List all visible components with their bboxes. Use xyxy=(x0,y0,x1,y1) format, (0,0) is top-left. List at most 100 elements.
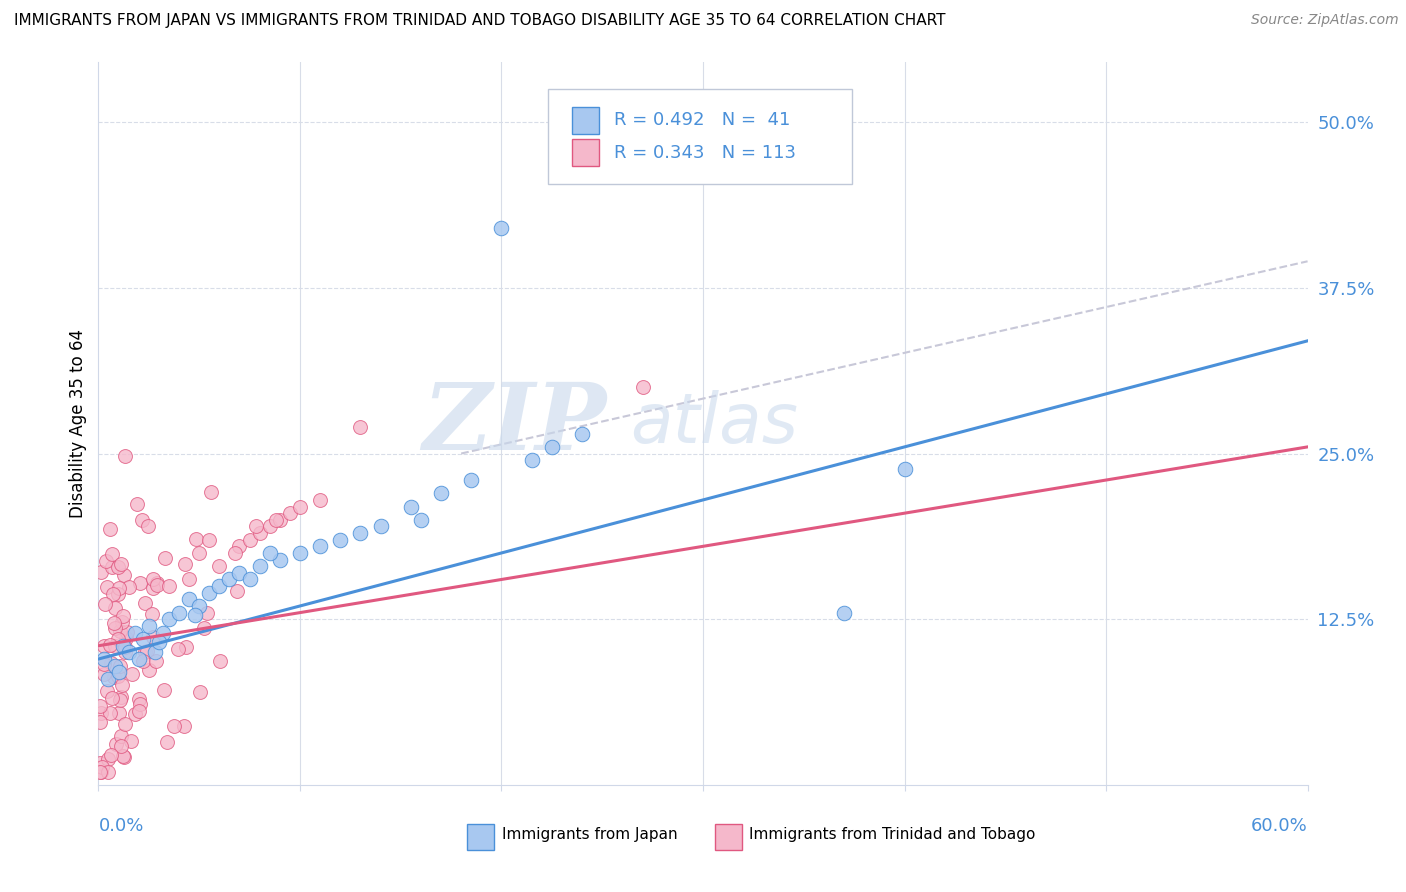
Point xyxy=(131,513,153,527)
Point xyxy=(145,654,167,668)
Point xyxy=(110,739,132,754)
Point xyxy=(124,706,146,721)
Point xyxy=(128,704,150,718)
Point xyxy=(138,663,160,677)
FancyBboxPatch shape xyxy=(467,824,494,850)
Point xyxy=(264,513,287,527)
Point xyxy=(104,601,127,615)
Text: atlas: atlas xyxy=(630,390,799,458)
Point xyxy=(93,652,115,666)
Point xyxy=(188,546,211,560)
Point xyxy=(146,577,169,591)
Point xyxy=(107,560,129,574)
Point xyxy=(179,592,201,607)
Text: Source: ZipAtlas.com: Source: ZipAtlas.com xyxy=(1251,13,1399,28)
Point xyxy=(134,596,156,610)
Point xyxy=(93,667,115,681)
Point xyxy=(278,506,301,520)
Point xyxy=(245,519,267,533)
Point xyxy=(460,473,482,487)
Point xyxy=(399,500,422,514)
Point xyxy=(89,756,111,770)
Point xyxy=(249,559,271,574)
Point xyxy=(142,573,165,587)
Point xyxy=(188,685,211,699)
Point xyxy=(89,764,111,779)
Point xyxy=(349,420,371,434)
Point xyxy=(104,639,127,653)
Text: 60.0%: 60.0% xyxy=(1251,817,1308,836)
Point xyxy=(166,641,188,656)
Point xyxy=(228,539,250,553)
Point xyxy=(111,639,134,653)
Text: R = 0.343   N = 113: R = 0.343 N = 113 xyxy=(613,144,796,161)
Point xyxy=(110,729,132,743)
Point xyxy=(142,630,165,644)
Point xyxy=(174,640,197,655)
Point xyxy=(94,597,117,611)
Point xyxy=(155,550,177,565)
Point xyxy=(103,670,125,684)
Point xyxy=(107,632,129,646)
Point xyxy=(118,581,141,595)
Point xyxy=(107,586,129,600)
Point xyxy=(184,608,207,623)
Point xyxy=(200,485,222,500)
Point xyxy=(156,735,179,749)
FancyBboxPatch shape xyxy=(716,824,742,850)
Point xyxy=(208,579,231,593)
Point xyxy=(112,567,135,582)
FancyBboxPatch shape xyxy=(572,139,599,167)
Point xyxy=(90,764,112,779)
Y-axis label: Disability Age 35 to 64: Disability Age 35 to 64 xyxy=(69,329,87,518)
Point xyxy=(239,533,262,547)
Point xyxy=(179,573,201,587)
Point xyxy=(128,575,150,590)
Point xyxy=(120,734,142,748)
Point xyxy=(117,625,139,640)
Point xyxy=(269,552,291,566)
Point xyxy=(832,606,855,620)
Point xyxy=(107,665,129,680)
Point xyxy=(114,640,136,654)
Point xyxy=(129,698,152,712)
Text: R = 0.492   N =  41: R = 0.492 N = 41 xyxy=(613,112,790,129)
Point xyxy=(288,546,311,560)
Point xyxy=(110,693,132,707)
Point xyxy=(107,581,129,595)
Point xyxy=(153,682,176,697)
Point xyxy=(111,609,134,624)
Point xyxy=(103,658,125,673)
Point xyxy=(114,449,136,463)
Point xyxy=(167,606,190,620)
Point xyxy=(540,440,562,454)
Text: Immigrants from Trinidad and Tobago: Immigrants from Trinidad and Tobago xyxy=(749,827,1035,842)
Point xyxy=(195,606,218,620)
Point xyxy=(98,706,121,720)
Point xyxy=(249,526,271,541)
Point xyxy=(309,492,332,507)
Point xyxy=(132,654,155,668)
Point xyxy=(157,612,180,626)
Point xyxy=(132,632,155,647)
Point xyxy=(93,657,115,672)
Point xyxy=(114,644,136,658)
Point xyxy=(108,706,131,721)
Point xyxy=(128,652,150,666)
Point xyxy=(103,615,125,630)
Point xyxy=(193,621,215,635)
Point xyxy=(90,565,112,579)
Point xyxy=(134,645,156,659)
Point xyxy=(152,625,174,640)
Point xyxy=(430,486,453,500)
Point xyxy=(136,519,159,533)
Point xyxy=(111,749,134,764)
Point xyxy=(124,625,146,640)
Point xyxy=(111,615,134,630)
Point xyxy=(224,546,246,560)
Point xyxy=(96,683,118,698)
Point xyxy=(309,539,332,553)
Point xyxy=(101,560,124,574)
Text: 0.0%: 0.0% xyxy=(98,817,143,836)
Point xyxy=(225,584,247,599)
